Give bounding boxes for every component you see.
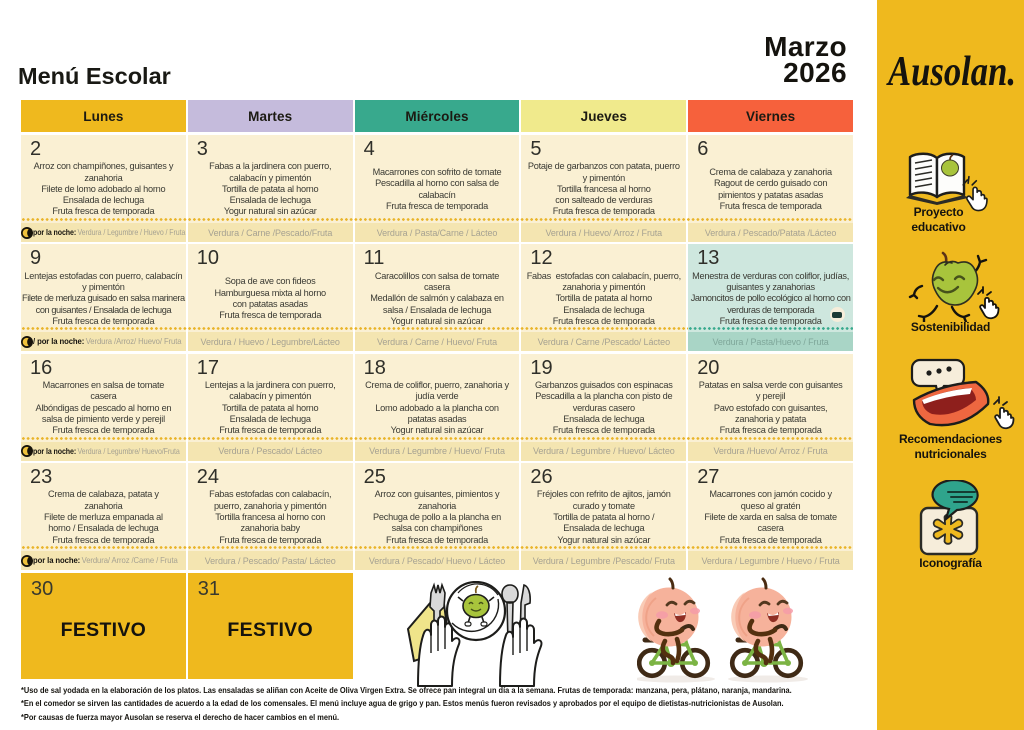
svg-text:Ausolan.: Ausolan.	[886, 49, 1016, 95]
